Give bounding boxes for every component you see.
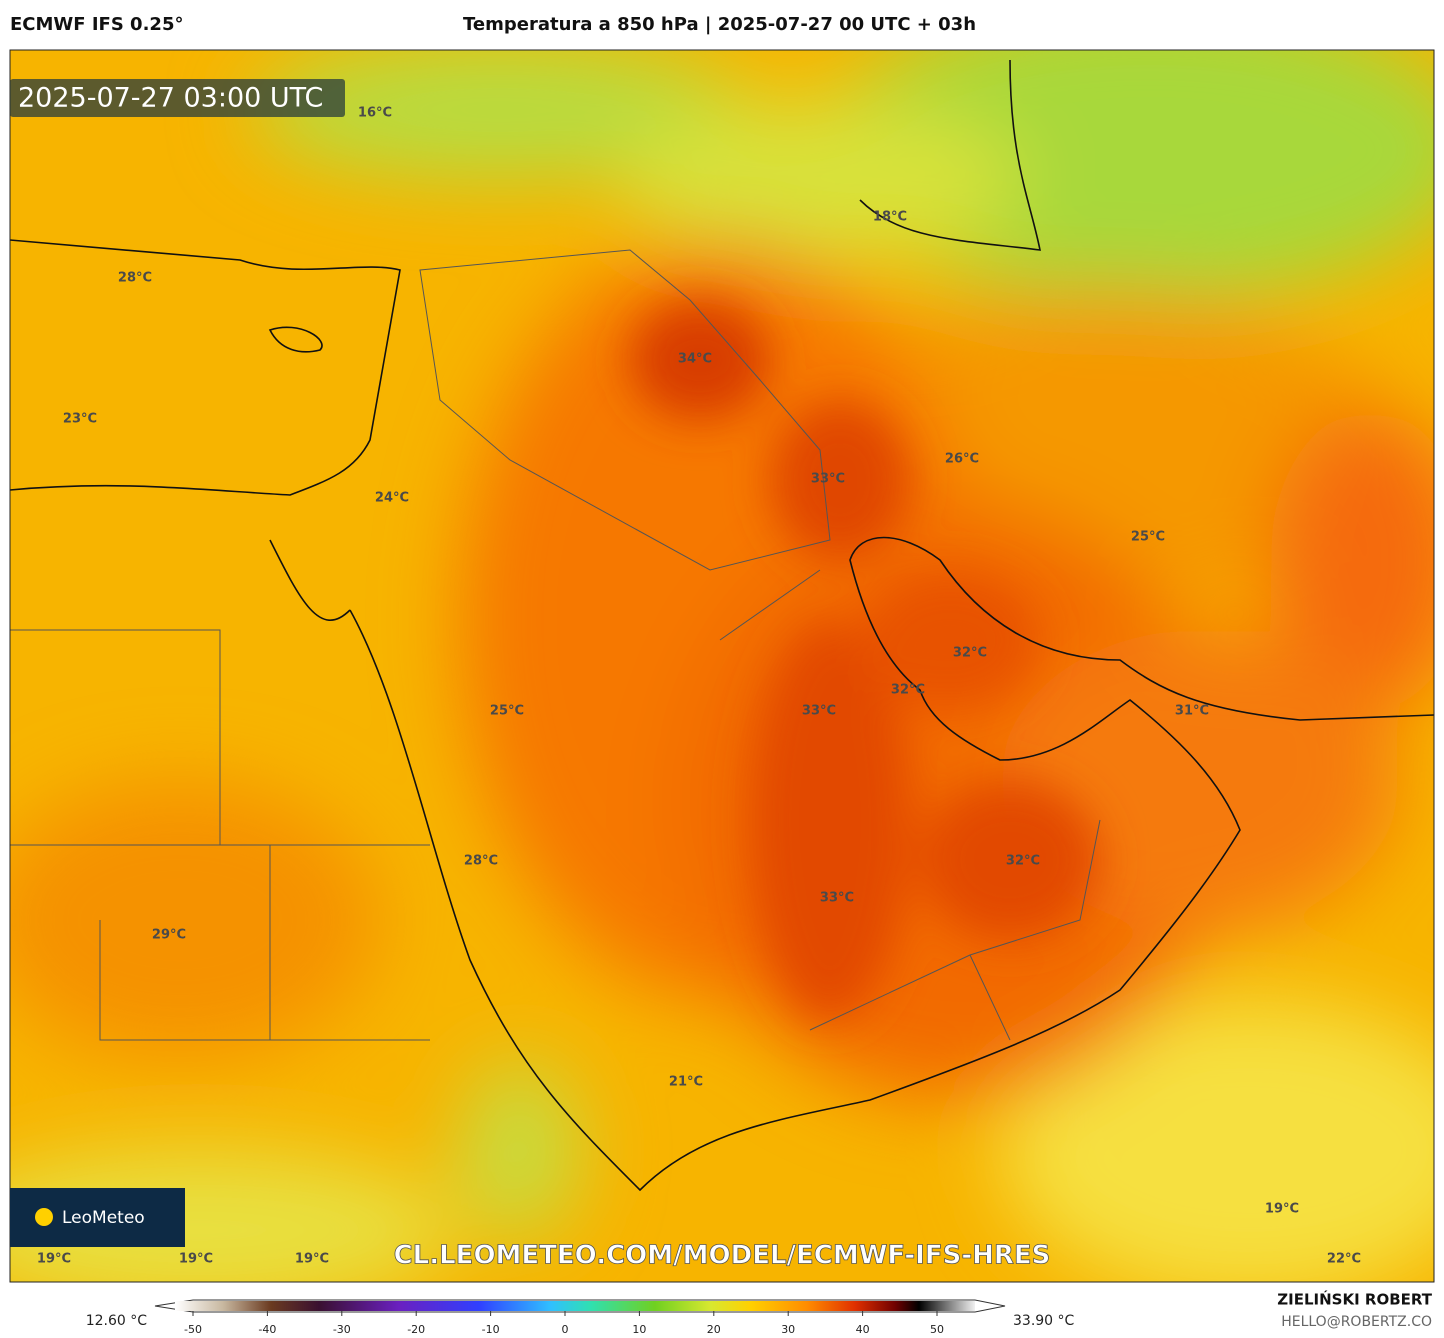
colorbar-tick-label: -30: [333, 1323, 351, 1336]
temperature-label: 34°C: [678, 352, 712, 367]
logo-sun: [35, 1208, 53, 1226]
temperature-label: 25°C: [490, 704, 524, 719]
colorbar: [175, 1301, 975, 1311]
watermark: CL.LEOMETEO.COM/MODEL/ECMWF-IFS-HRES: [394, 1241, 1051, 1271]
temperature-label: 33°C: [820, 891, 854, 906]
colorbar-tick-label: 10: [632, 1323, 646, 1336]
colorbar-tick-label: 20: [707, 1323, 721, 1336]
temperature-label: 32°C: [1006, 854, 1040, 869]
temperature-label: 29°C: [152, 928, 186, 943]
temperature-label: 21°C: [669, 1075, 703, 1090]
temperature-label: 31°C: [1175, 704, 1209, 719]
colorbar-tick-label: 50: [930, 1323, 944, 1336]
email: HELLO@ROBERTZ.CO: [1281, 1314, 1432, 1330]
author: ZIELIŃSKI ROBERT: [1277, 1290, 1432, 1309]
temperature-label: 19°C: [1265, 1202, 1299, 1217]
map-frame: [9, 49, 1435, 1283]
temperature-label: 33°C: [802, 704, 836, 719]
logo: LeoMeteo: [62, 1208, 145, 1228]
temperature-label: 28°C: [464, 854, 498, 869]
temperature-label: 28°C: [118, 271, 152, 286]
colorbar-tick-label: 40: [856, 1323, 870, 1336]
temperature-label: 33°C: [811, 472, 845, 487]
colorbar-max: 33.90 °C: [1013, 1313, 1075, 1329]
temperature-label: 19°C: [179, 1252, 213, 1267]
temperature-label: 24°C: [375, 491, 409, 506]
colorbar-tick-label: -10: [482, 1323, 500, 1336]
temperature-label: 26°C: [945, 452, 979, 467]
colorbar-min: 12.60 °C: [86, 1313, 148, 1329]
temperature-label: 32°C: [891, 683, 925, 698]
colorbar-tick-label: 30: [781, 1323, 795, 1336]
model-name: ECMWF IFS 0.25°: [10, 14, 184, 35]
map-field: 16°C 18°C 28°C 34°C 23°C 33°C 26°C 24°C 25°C 32°C…: [10, 50, 1434, 1282]
temperature-label: 19°C: [295, 1252, 329, 1267]
temperature-label: 22°C: [1327, 1252, 1361, 1267]
temperature-label: 19°C: [37, 1252, 71, 1267]
temperature-label: 18°C: [873, 210, 907, 225]
timestamp-box: [10, 79, 345, 117]
temperature-label: 25°C: [1131, 530, 1165, 545]
temperature-label: 23°C: [63, 412, 97, 427]
colorbar-tick-label: -20: [407, 1323, 425, 1336]
temperature-label: 32°C: [953, 646, 987, 661]
coastlines: [10, 59, 1434, 1192]
colorbar-tick-label: 0: [562, 1323, 569, 1336]
colorbar-tick-label: -40: [258, 1323, 276, 1336]
map-title: Temperatura a 850 hPa | 2025-07-27 00 UT…: [463, 14, 977, 35]
timestamp: 2025-07-27 03:00 UTC: [18, 83, 323, 114]
temperature-label: 16°C: [358, 106, 392, 121]
colorbar-tick-label: -50: [184, 1323, 202, 1336]
borders: [10, 249, 1101, 1041]
